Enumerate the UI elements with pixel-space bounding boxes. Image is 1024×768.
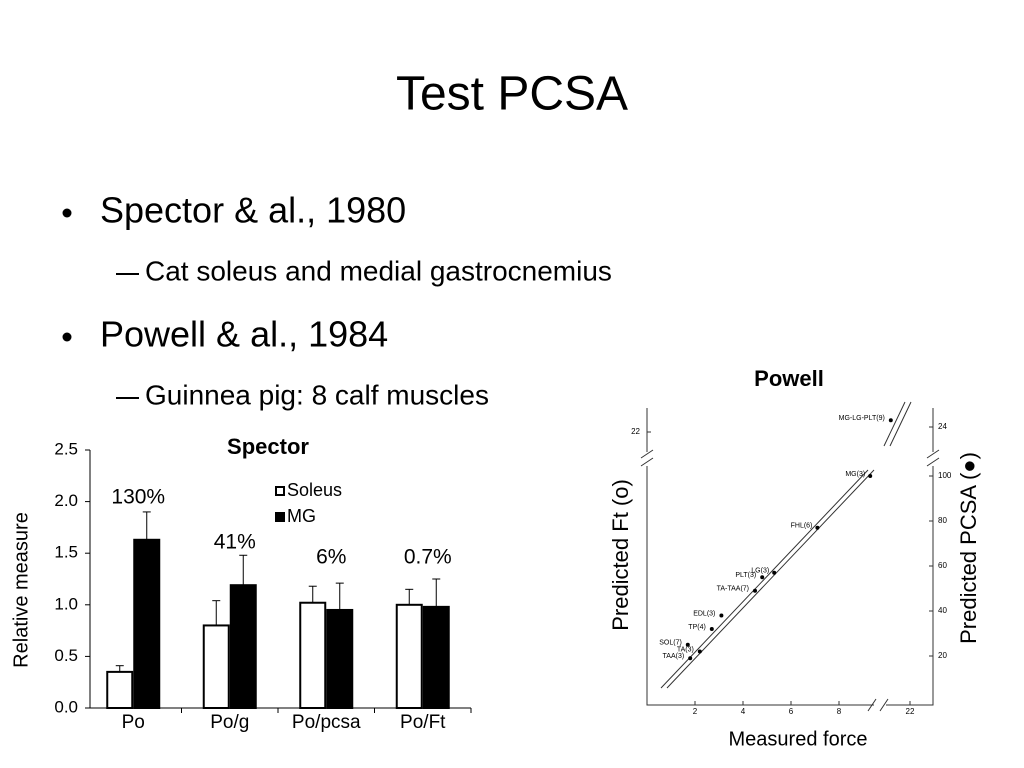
x-tick-label: Po/pcsa	[292, 712, 361, 733]
chart-title: Powell	[754, 366, 824, 391]
y2-tick-label: 80	[938, 516, 947, 525]
legend-swatch	[275, 486, 285, 496]
point	[688, 656, 693, 661]
annotation: 41%	[214, 531, 256, 554]
bullet: Spector & al., 1980	[100, 190, 406, 231]
sub-bullet: Cat soleus and medial gastrocnemius	[145, 255, 612, 286]
y2-tick-label: 40	[938, 606, 947, 615]
point	[815, 525, 820, 530]
y2-tick-label: 24	[938, 422, 947, 431]
point-label: TA-TAA(7)	[717, 586, 749, 593]
legend-label: Soleus	[287, 480, 342, 500]
x-tick-label: 8	[837, 707, 842, 716]
point-label: TP(4)	[688, 624, 706, 631]
point	[753, 588, 757, 593]
y-tick-label: 22	[631, 427, 640, 436]
point	[685, 642, 690, 647]
point	[868, 474, 873, 478]
y-tick-label: 2.5	[54, 439, 78, 458]
y-axis-label: Predicted Ft (o)	[608, 479, 633, 631]
bar	[106, 670, 134, 710]
point-label: TA(3)	[677, 646, 694, 653]
point	[888, 418, 893, 423]
bullet-dot	[62, 332, 72, 342]
x-axis-label: Measured force	[729, 728, 868, 750]
bar	[326, 608, 354, 710]
bar	[299, 601, 327, 710]
x-tick-label: 2	[693, 707, 698, 716]
y2-tick-label: 100	[938, 471, 952, 480]
x-tick-label: Po/g	[210, 712, 249, 733]
frame	[646, 408, 934, 706]
point-label: MG(3)	[845, 471, 865, 478]
y2-tick-label: 20	[938, 651, 947, 660]
bar	[395, 603, 423, 709]
point-label: SOL(7)	[659, 640, 682, 647]
y2-axis-label: Predicted PCSA (●)	[956, 452, 981, 644]
bar	[133, 538, 161, 709]
annotation: 130%	[111, 486, 165, 509]
y-tick-label: 0.0	[54, 697, 78, 716]
point-label: PLT(3)	[735, 572, 756, 579]
y2-tick-label: 60	[938, 561, 947, 570]
point-label: EDL(3)	[693, 610, 715, 617]
bar	[202, 624, 230, 709]
bar	[422, 605, 450, 710]
chart-title: Spector	[227, 434, 309, 459]
point-label: MG-LG-PLT(9)	[839, 415, 885, 422]
point-label: FHL(6)	[791, 523, 813, 530]
bar	[229, 584, 257, 710]
x-tick-label: 4	[741, 707, 746, 716]
x-tick-label: Po/Ft	[400, 712, 446, 733]
x-tick-label: 22	[906, 707, 915, 716]
x-tick-label: 6	[789, 707, 794, 716]
point	[709, 627, 714, 631]
fit-lines	[660, 401, 912, 689]
y-tick-label: 1.5	[54, 543, 78, 562]
annotation: 0.7%	[404, 546, 452, 569]
point	[719, 613, 724, 618]
y-tick-label: 0.5	[54, 646, 78, 665]
bullet-dot	[62, 208, 72, 218]
point-label: TAA(3)	[663, 653, 685, 660]
y-tick-label: 2.0	[54, 491, 78, 510]
legend-label: MG	[287, 506, 316, 526]
sub-bullet: Guinnea pig: 8 calf muscles	[145, 379, 489, 410]
bullet: Powell & al., 1984	[100, 314, 388, 355]
axis-breaks	[640, 449, 940, 712]
slide-title: Test PCSA	[396, 68, 628, 121]
x-tick-label: Po	[122, 712, 145, 733]
point	[772, 570, 777, 575]
legend-swatch	[275, 512, 285, 522]
point-label: LG(3)	[751, 568, 769, 575]
y-tick-label: 1.0	[54, 594, 78, 613]
annotation: 6%	[316, 546, 346, 569]
point	[697, 649, 702, 654]
y-axis-label: Relative measure	[10, 512, 32, 668]
point	[760, 575, 765, 580]
